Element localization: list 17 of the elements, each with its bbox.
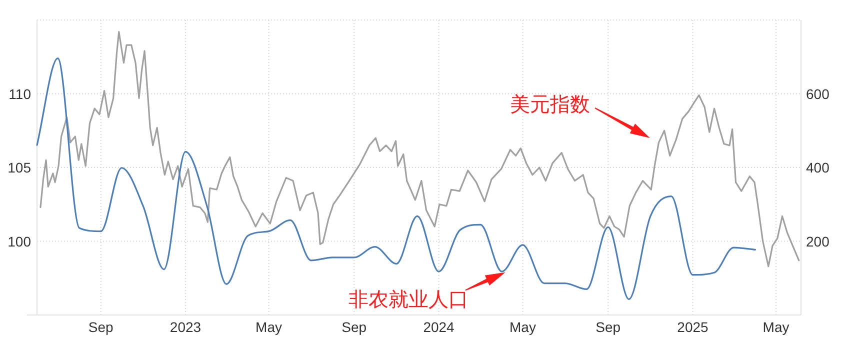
x-tick-label: Sep: [342, 319, 367, 335]
y2-tick-label: 400: [806, 160, 830, 176]
x-tick-label: May: [256, 319, 282, 335]
x-tick-label: 2024: [423, 319, 455, 335]
x-tick-label: May: [510, 319, 536, 335]
y-tick-label: 105: [8, 160, 32, 176]
y2-tick-label: 600: [806, 86, 830, 102]
annotation: 美元指数: [510, 93, 590, 116]
x-tick-label: Sep: [88, 319, 114, 335]
y-tick-label: 110: [8, 86, 32, 102]
x-tick-label: Sep: [596, 319, 621, 335]
x-tick-label: May: [762, 319, 790, 335]
y2-tick-label: 200: [806, 233, 830, 250]
y-tick-label: 100: [8, 233, 32, 250]
x-tick-label: 2025: [677, 319, 709, 335]
x-tick-label: 2023: [170, 319, 202, 335]
annotation: 非农就业人口: [348, 289, 468, 312]
